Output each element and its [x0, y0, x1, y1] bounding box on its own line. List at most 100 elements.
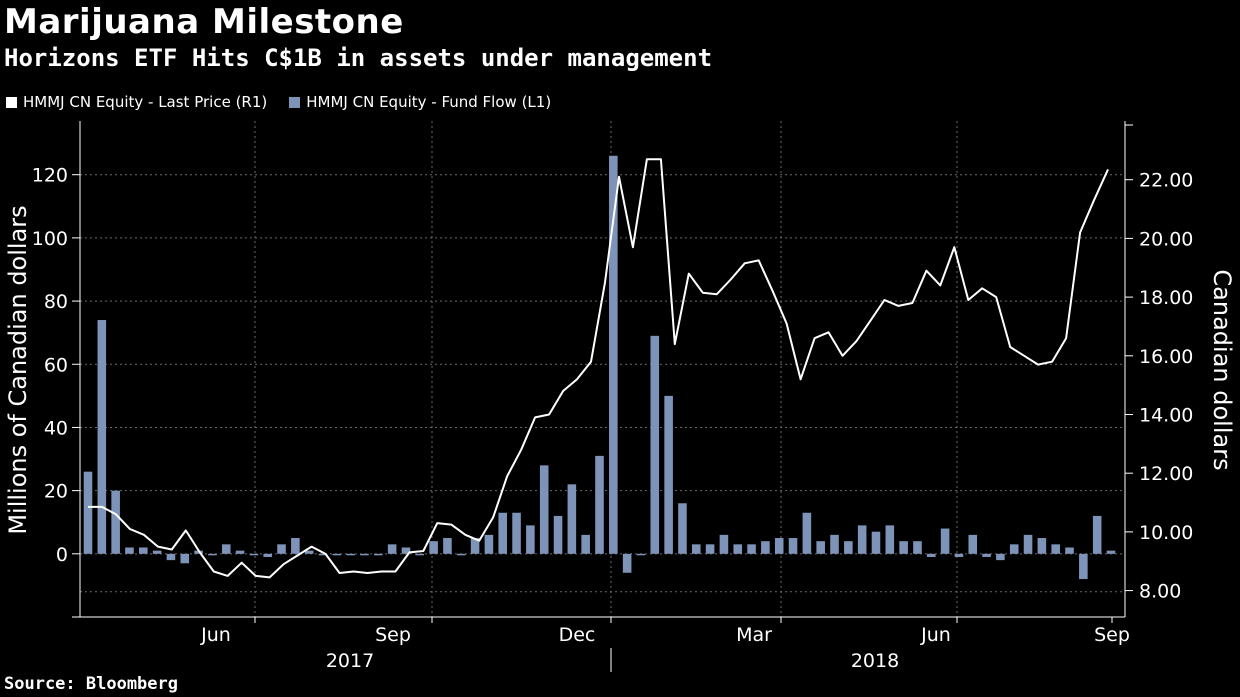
flow-bar — [97, 320, 107, 554]
flow-bar — [125, 547, 134, 554]
flow-bar — [844, 541, 853, 554]
flow-bar — [595, 455, 604, 554]
flow-bar — [443, 538, 452, 554]
left-tick-label: 120 — [32, 165, 68, 187]
x-tick-label: Dec — [559, 624, 596, 646]
flow-bar — [816, 541, 825, 554]
flow-bar — [415, 553, 425, 556]
x-tick-label: Sep — [375, 624, 411, 646]
flow-bar — [484, 534, 494, 554]
flow-bar — [152, 550, 162, 554]
right-tick-label: 12.00 — [1139, 463, 1193, 485]
flow-bar — [346, 553, 355, 556]
flow-bar — [429, 541, 438, 554]
left-axis-title: Millions of Canadian dollars — [4, 205, 32, 534]
year-label-2017: 2017 — [326, 650, 374, 672]
right-axis-title: Canadian dollars — [1208, 269, 1236, 470]
flow-bar — [180, 553, 190, 564]
flow-bar — [263, 553, 273, 557]
x-tick-label: Mar — [736, 624, 772, 646]
flow-bar — [83, 471, 93, 554]
chart-title: Marijuana Milestone — [4, 2, 404, 42]
flow-bar — [539, 465, 549, 554]
flow-bar — [235, 550, 245, 554]
flow-bar — [774, 538, 784, 554]
flow-bar — [733, 544, 743, 554]
right-tick-label: 10.00 — [1139, 522, 1193, 544]
flow-bar — [761, 541, 770, 554]
flow-bar — [788, 538, 798, 554]
flow-bar — [401, 547, 411, 554]
legend-label-price: HMMJ CN Equity - Last Price (R1) — [23, 93, 268, 111]
flow-bar — [636, 553, 646, 556]
flow-bar — [221, 544, 231, 554]
source-note: Source: Bloomberg — [4, 674, 178, 694]
flow-bar — [885, 525, 895, 554]
flow-bar — [1092, 515, 1102, 554]
flow-bar — [318, 553, 328, 556]
right-tick-label: 8.00 — [1139, 581, 1181, 603]
flow-bar — [277, 544, 286, 554]
x-tick-label: Sep — [1094, 624, 1130, 646]
flow-bar — [208, 553, 217, 556]
x-tick-label: Jun — [920, 624, 951, 646]
flow-bar — [291, 538, 300, 554]
left-tick-label: 80 — [44, 291, 68, 313]
flow-bar — [1079, 553, 1088, 580]
flow-bar — [374, 553, 383, 556]
right-tick-label: 14.00 — [1139, 404, 1193, 426]
flow-bar — [512, 512, 521, 554]
flow-bar — [857, 525, 867, 554]
flow-bar — [249, 553, 259, 556]
flow-bar — [1037, 538, 1047, 554]
right-tick-label: 20.00 — [1139, 228, 1193, 250]
flow-bar — [705, 544, 715, 554]
flow-bar — [871, 531, 881, 554]
flow-bar — [650, 335, 660, 554]
price-line — [88, 158, 1109, 579]
flow-bar — [360, 553, 369, 556]
flow-bar — [526, 525, 535, 554]
flow-bar — [954, 553, 964, 557]
flow-bar — [111, 490, 120, 554]
flow-bar — [567, 484, 577, 554]
flow-bar — [332, 553, 342, 556]
flow-bar — [968, 534, 978, 554]
flow-bar — [913, 541, 922, 554]
flow-bar — [581, 534, 590, 554]
flow-bar — [609, 155, 618, 554]
flow-bar — [387, 544, 397, 554]
left-tick-label: 100 — [32, 228, 68, 250]
flow-bar — [719, 534, 729, 554]
flow-bar — [664, 395, 673, 554]
year-label-2018: 2018 — [851, 650, 899, 672]
legend-swatch-price — [6, 96, 17, 108]
flow-bar — [139, 547, 148, 554]
left-tick-label: 0 — [56, 544, 68, 566]
flow-bar — [304, 550, 314, 554]
x-tick-label: Jun — [200, 624, 231, 646]
right-tick-label: 16.00 — [1139, 346, 1193, 368]
flow-bar — [498, 512, 508, 554]
legend-swatch-flow — [289, 96, 301, 108]
flow-bar — [456, 553, 466, 556]
flow-bar — [1106, 550, 1116, 554]
right-tick-label: 22.00 — [1139, 170, 1193, 192]
flow-bar — [166, 553, 176, 561]
flow-bar — [470, 538, 480, 554]
flow-bar — [1051, 544, 1060, 554]
flow-bar — [830, 534, 839, 554]
left-tick-label: 60 — [44, 354, 68, 376]
left-tick-label: 40 — [44, 417, 68, 439]
flow-bar — [678, 503, 687, 554]
right-tick-label: 18.00 — [1139, 287, 1193, 309]
flow-bar — [1065, 547, 1074, 554]
flow-bar — [553, 515, 563, 554]
legend-item-flow: HMMJ CN Equity - Fund Flow (L1) — [289, 93, 551, 111]
flow-bar — [1023, 534, 1033, 554]
flow-bar — [802, 512, 812, 554]
flow-bar — [940, 528, 950, 554]
legend: HMMJ CN Equity - Last Price (R1) HMMJ CN… — [6, 93, 551, 111]
chart-subtitle: Horizons ETF Hits C$1B in assets under m… — [4, 44, 713, 72]
